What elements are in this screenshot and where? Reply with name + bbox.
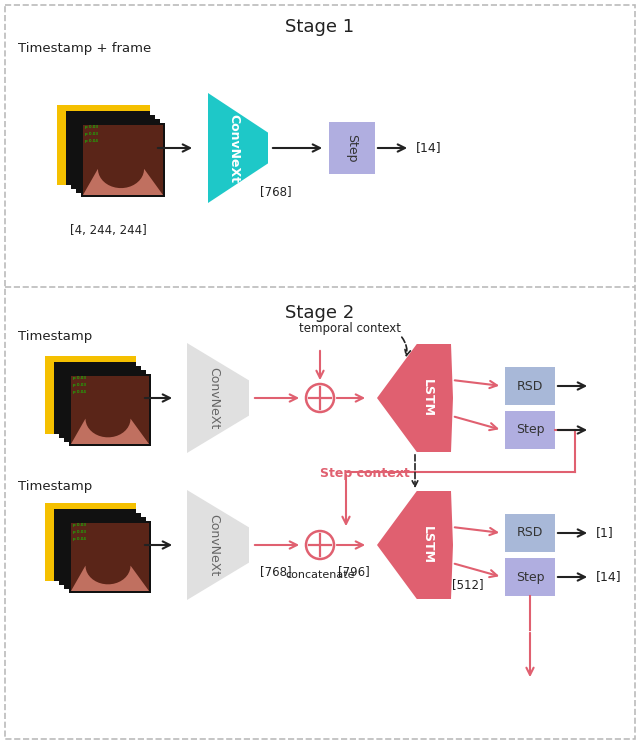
Polygon shape <box>377 491 453 599</box>
FancyBboxPatch shape <box>59 366 141 438</box>
FancyBboxPatch shape <box>71 523 149 591</box>
Text: LSTM: LSTM <box>421 379 434 417</box>
Text: p 0.04: p 0.04 <box>73 537 86 541</box>
Text: [768]: [768] <box>260 185 292 198</box>
Text: Timestamp: Timestamp <box>18 480 92 493</box>
FancyBboxPatch shape <box>505 514 555 552</box>
Polygon shape <box>71 565 149 591</box>
FancyBboxPatch shape <box>54 509 136 581</box>
Text: [796]: [796] <box>338 565 370 578</box>
Text: RSD: RSD <box>517 527 543 539</box>
FancyBboxPatch shape <box>76 119 160 193</box>
Text: Timestamp + frame: Timestamp + frame <box>18 42 151 55</box>
Text: [4, 244, 244]: [4, 244, 244] <box>70 224 147 237</box>
Circle shape <box>306 384 334 412</box>
FancyBboxPatch shape <box>329 122 375 174</box>
Text: concatenate: concatenate <box>285 570 355 580</box>
Text: temporal context: temporal context <box>299 322 401 335</box>
Polygon shape <box>83 169 163 195</box>
FancyBboxPatch shape <box>69 521 151 593</box>
FancyBboxPatch shape <box>45 503 136 581</box>
Text: Step: Step <box>516 571 544 583</box>
Text: RSD: RSD <box>517 379 543 393</box>
FancyBboxPatch shape <box>505 411 555 449</box>
Text: p 0.04: p 0.04 <box>73 390 86 394</box>
Text: [768]: [768] <box>260 565 292 578</box>
Text: p 0.03: p 0.03 <box>73 383 86 387</box>
Text: [1]: [1] <box>596 527 614 539</box>
FancyBboxPatch shape <box>505 558 555 596</box>
Text: [512]: [512] <box>452 578 484 591</box>
Text: Stage 2: Stage 2 <box>285 304 355 322</box>
Text: p 0.03: p 0.03 <box>73 530 86 534</box>
FancyBboxPatch shape <box>45 356 136 434</box>
Polygon shape <box>208 93 268 203</box>
Text: Step: Step <box>346 134 358 162</box>
Polygon shape <box>71 419 149 444</box>
Text: Step: Step <box>516 423 544 437</box>
Text: ConvNeXt: ConvNeXt <box>207 514 221 576</box>
Circle shape <box>306 531 334 559</box>
Text: p 0.04: p 0.04 <box>85 139 98 143</box>
Text: LSTM: LSTM <box>421 526 434 564</box>
FancyBboxPatch shape <box>69 374 151 446</box>
Polygon shape <box>377 344 453 452</box>
FancyBboxPatch shape <box>81 123 165 197</box>
FancyBboxPatch shape <box>59 513 141 585</box>
Text: p 0.03: p 0.03 <box>73 523 86 527</box>
Polygon shape <box>187 343 249 453</box>
Text: ConvNeXt: ConvNeXt <box>207 367 221 429</box>
FancyBboxPatch shape <box>57 105 150 185</box>
Text: [14]: [14] <box>416 141 442 155</box>
Polygon shape <box>187 490 249 600</box>
FancyBboxPatch shape <box>66 111 150 185</box>
Text: p 0.03: p 0.03 <box>85 132 98 136</box>
Text: Step context: Step context <box>320 467 410 480</box>
Text: Stage 1: Stage 1 <box>285 18 355 36</box>
Text: p 0.03: p 0.03 <box>85 125 98 129</box>
Text: [14]: [14] <box>596 571 621 583</box>
FancyBboxPatch shape <box>83 125 163 195</box>
FancyBboxPatch shape <box>505 367 555 405</box>
FancyBboxPatch shape <box>64 517 146 589</box>
FancyBboxPatch shape <box>71 376 149 444</box>
FancyBboxPatch shape <box>64 370 146 442</box>
FancyBboxPatch shape <box>71 115 155 189</box>
Text: ConvNeXt: ConvNeXt <box>227 114 241 182</box>
FancyBboxPatch shape <box>54 362 136 434</box>
Text: Timestamp: Timestamp <box>18 330 92 343</box>
Text: p 0.03: p 0.03 <box>73 376 86 380</box>
